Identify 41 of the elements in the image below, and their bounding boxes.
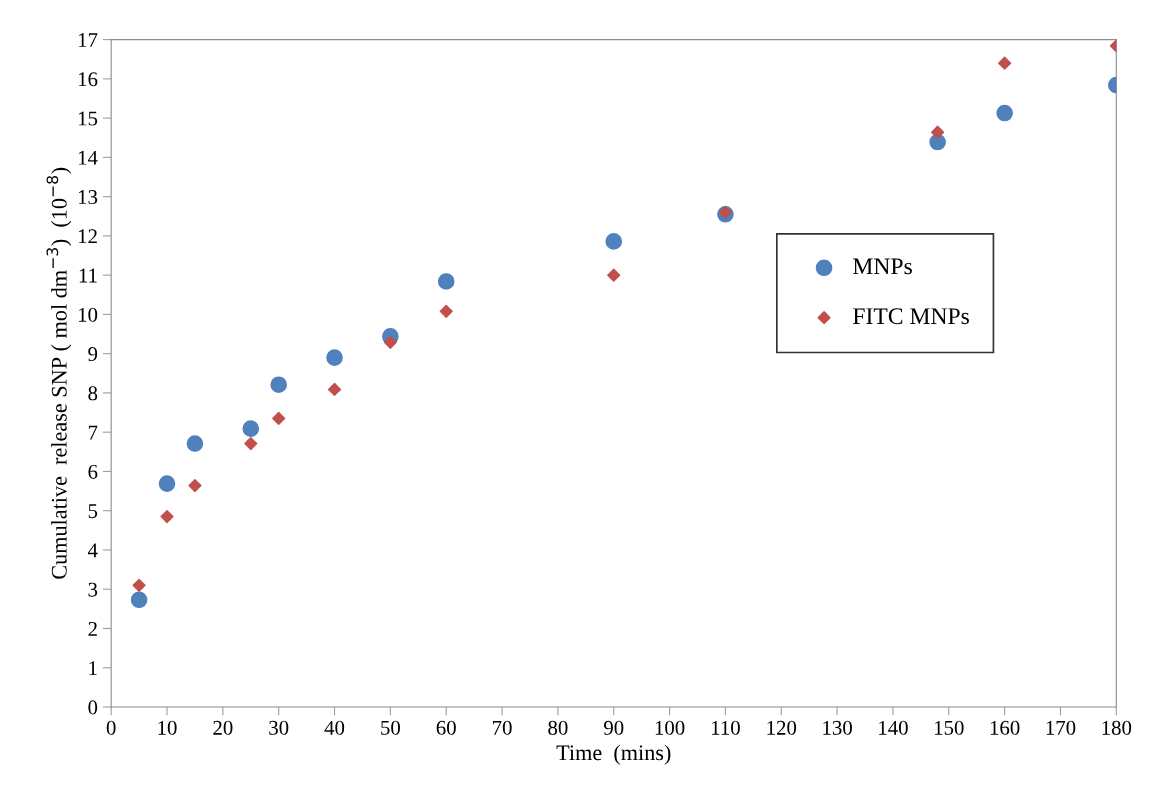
x-tick-label: 0 [106,720,116,735]
y-tick-label: 3 [88,582,98,597]
x-tick-label: 90 [603,720,624,735]
x-tick-label: 170 [1046,720,1076,735]
x-tick-label: 120 [767,720,797,735]
y-axis-title: Cumulative release SNP ( mol dm$^{−3}$) (10$^{−8}$) [46,167,72,579]
x-tick-label: 60 [436,720,456,735]
y-tick-label: 0 [88,700,98,715]
x-tick-label: 100 [655,720,685,735]
x-tick-label: 70 [493,720,512,735]
y-tick-label: 4 [87,543,98,558]
y-tick-label: 9 [88,347,98,362]
legend-label: MNPs [853,258,912,275]
x-tick-label: 160 [990,720,1020,735]
x-tick-label: 10 [158,720,177,735]
x-tick-label: 110 [712,720,740,735]
x-tick-label: 50 [381,720,400,735]
x-axis-title: Time (mins) [556,744,671,765]
y-tick-label: 5 [88,504,98,519]
y-tick-label: 2 [88,621,97,636]
y-tick-label: 11 [79,268,97,283]
x-tick-label: 130 [823,720,852,735]
legend-label: FITC MNPs [853,308,969,325]
x-tick-label: 40 [324,720,345,735]
y-tick-label: 15 [78,111,98,126]
x-tick-label: 150 [935,720,964,735]
y-tick-label: 12 [78,229,97,244]
x-tick-label: 140 [879,720,908,735]
y-tick-label: 8 [88,386,98,401]
x-tick-label: 30 [269,720,289,735]
y-tick-label: 17 [78,33,98,47]
x-tick-label: 80 [548,720,568,735]
y-tick-label: 6 [88,464,98,479]
y-tick-label: 14 [78,150,98,165]
y-tick-label: 16 [78,72,98,87]
y-tick-label: 1 [89,661,97,675]
x-tick-label: 180 [1102,720,1132,735]
y-tick-label: 10 [78,307,98,322]
x-tick-label: 20 [213,720,233,735]
y-tick-label: 7 [88,425,98,440]
y-tick-label: 13 [78,190,98,205]
